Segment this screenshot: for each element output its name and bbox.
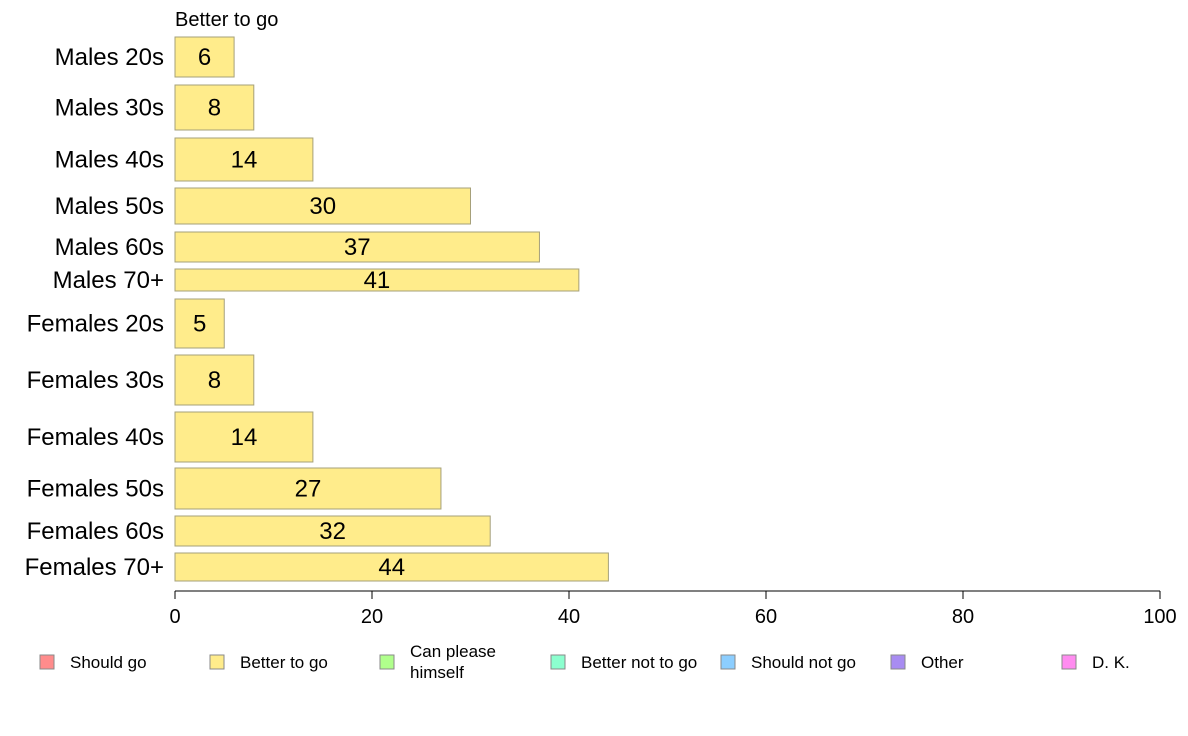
- legend-label: Better to go: [240, 653, 328, 672]
- data-label: 30: [309, 193, 336, 220]
- data-label: 32: [319, 518, 346, 545]
- category-label: Females 40s: [27, 424, 164, 451]
- bar: [174, 187, 471, 225]
- category-label: Females 60s: [27, 518, 164, 545]
- bar: [174, 268, 580, 292]
- data-label: 6: [198, 44, 211, 71]
- legend-swatch: [379, 654, 395, 670]
- category-label: Males 40s: [55, 147, 164, 174]
- data-label: 44: [378, 554, 405, 581]
- legend-swatch: [720, 654, 736, 670]
- data-label: 37: [344, 234, 371, 261]
- bar: [174, 231, 540, 263]
- bar: [174, 137, 314, 182]
- legend-label: Can please himself: [410, 642, 496, 682]
- category-label: Males 20s: [55, 44, 164, 71]
- x-tick-label: 20: [361, 606, 383, 628]
- category-label: Males 70+: [53, 267, 164, 294]
- legend-label: Should not go: [751, 653, 856, 672]
- x-tick-label: 80: [952, 606, 974, 628]
- bar: [174, 552, 609, 582]
- data-label: 27: [295, 476, 322, 503]
- data-label: 8: [208, 367, 221, 394]
- category-label: Females 20s: [27, 311, 164, 338]
- bar: [174, 515, 491, 547]
- legend-label: D. K.: [1092, 653, 1130, 672]
- category-label: Females 50s: [27, 476, 164, 503]
- legend-swatch: [890, 654, 906, 670]
- legend-label: Other: [921, 653, 964, 672]
- x-tick-label: 60: [755, 606, 777, 628]
- data-label: 14: [231, 147, 258, 174]
- bars-group: Males 20s 6 Males 30s 8 Males 40s 14 Males 50s…: [25, 36, 609, 582]
- legend-label: Better not to go: [581, 653, 697, 672]
- bar: [174, 467, 442, 510]
- legend: Should go Better to go Can please himself Be…: [39, 642, 1130, 682]
- legend-swatch: [1061, 654, 1077, 670]
- x-tick-label: 40: [558, 606, 580, 628]
- category-label: Males 30s: [55, 95, 164, 122]
- panel-title: Better to go: [175, 9, 278, 31]
- data-label: 41: [364, 267, 391, 294]
- bar: [174, 84, 255, 131]
- category-label: Males 50s: [55, 193, 164, 220]
- legend-label: Should go: [70, 653, 147, 672]
- legend-swatch: [39, 654, 55, 670]
- x-tick-label: 0: [169, 606, 180, 628]
- legend-swatch: [550, 654, 566, 670]
- x-axis: 0 20 40 60 80 100: [169, 590, 1177, 628]
- bar: [174, 36, 235, 78]
- bar: [174, 298, 225, 349]
- bar: [174, 411, 314, 463]
- category-label: Males 60s: [55, 234, 164, 261]
- category-label: Females 30s: [27, 367, 164, 394]
- data-label: 14: [231, 424, 258, 451]
- data-label: 8: [208, 95, 221, 122]
- x-tick-label: 100: [1143, 606, 1176, 628]
- bar: [174, 354, 255, 406]
- data-label: 5: [193, 311, 206, 338]
- legend-swatch: [209, 654, 225, 670]
- category-label: Females 70+: [25, 554, 164, 581]
